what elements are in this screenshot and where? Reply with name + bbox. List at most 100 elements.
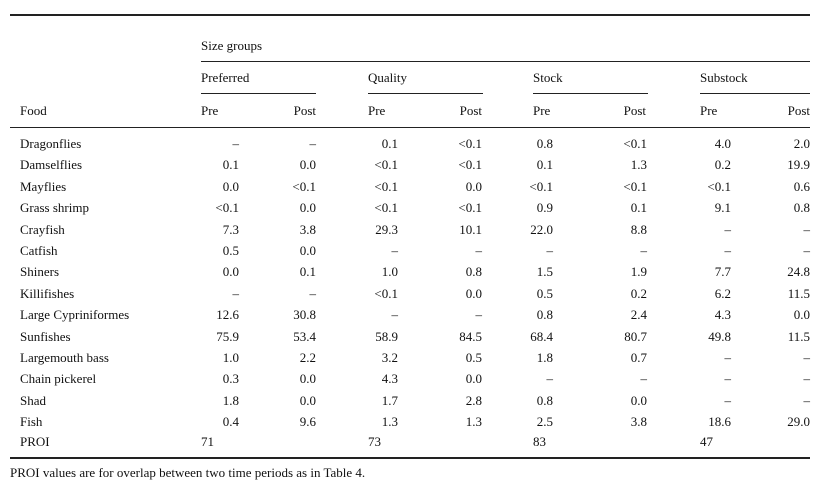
- table-cell: 0.0: [465, 286, 482, 301]
- table-cell: 0.5: [536, 286, 553, 301]
- header-bottom-rule: [10, 127, 810, 128]
- table-cell: 0.8: [465, 264, 482, 279]
- table-cell: 0.3: [222, 371, 239, 386]
- proi-value-substock: 47: [700, 434, 713, 449]
- table-cell: –: [803, 350, 811, 365]
- row-label: Chain pickerel: [20, 371, 97, 386]
- row-label: Large Cypriniformes: [20, 307, 130, 322]
- table-cell: <0.1: [458, 200, 482, 215]
- table-cell: 0.8: [793, 200, 810, 215]
- table-cell: 8.8: [630, 222, 647, 237]
- table-cell: 0.1: [630, 200, 647, 215]
- table-cell: 4.3: [381, 371, 398, 386]
- table-cell: –: [724, 222, 732, 237]
- table-cell: 9.1: [714, 200, 731, 215]
- table-cell: 84.5: [459, 329, 482, 344]
- table-cell: 3.2: [381, 350, 398, 365]
- table-cell: 68.4: [530, 329, 553, 344]
- table-cell: <0.1: [215, 200, 239, 215]
- table-cell: 0.9: [536, 200, 553, 215]
- table-cell: <0.1: [374, 286, 398, 301]
- table-cell: 0.0: [465, 371, 482, 386]
- table-cell: 1.8: [536, 350, 553, 365]
- group-rule-substock: [700, 93, 810, 94]
- table-cell: 1.9: [630, 264, 647, 279]
- table-cell: –: [803, 393, 811, 408]
- table-cell: –: [475, 243, 483, 258]
- table-cell: 7.7: [714, 264, 731, 279]
- table-cell: –: [640, 371, 648, 386]
- table-cell: 18.6: [708, 414, 731, 429]
- row-label: Grass shrimp: [20, 200, 89, 215]
- top-rule: [10, 14, 810, 16]
- table-cell: 0.1: [381, 136, 398, 151]
- table-cell: 0.0: [299, 393, 316, 408]
- table-cell: 2.0: [793, 136, 810, 151]
- table-cell: –: [724, 350, 732, 365]
- table-cell: 1.8: [222, 393, 239, 408]
- table-cell: –: [640, 243, 648, 258]
- size-groups-label: Size groups: [201, 38, 263, 53]
- table-cell: 80.7: [624, 329, 647, 344]
- table-cell: 3.8: [630, 414, 647, 429]
- table-cell: <0.1: [374, 200, 398, 215]
- sub-header-preferred-post: Post: [293, 103, 316, 118]
- table-cell: 1.3: [381, 414, 398, 429]
- table-cell: 0.2: [630, 286, 647, 301]
- sub-header-stock-pre: Pre: [533, 103, 551, 118]
- row-label: Shiners: [20, 264, 59, 279]
- table-cell: –: [803, 371, 811, 386]
- sub-header-substock-pre: Pre: [700, 103, 718, 118]
- table-cell: <0.1: [292, 179, 316, 194]
- table-cell: 2.5: [536, 414, 553, 429]
- table-cell: –: [546, 243, 554, 258]
- group-header-stock: Stock: [533, 70, 563, 85]
- table-cell: 0.0: [630, 393, 647, 408]
- table-cell: <0.1: [374, 179, 398, 194]
- table-cell: –: [309, 136, 317, 151]
- table-cell: –: [803, 243, 811, 258]
- table-cell: 9.6: [299, 414, 316, 429]
- proi-value-preferred: 71: [201, 434, 214, 449]
- table-footnote: PROI values are for overlap between two …: [10, 465, 366, 480]
- table-cell: 1.5: [536, 264, 553, 279]
- table-cell: <0.1: [374, 157, 398, 172]
- size-groups-rule: [201, 61, 810, 62]
- table-cell: 0.0: [793, 307, 810, 322]
- row-label: Fish: [20, 414, 43, 429]
- table-cell: <0.1: [623, 136, 647, 151]
- table-cell: <0.1: [529, 179, 553, 194]
- group-rule-quality: [368, 93, 483, 94]
- table-cell: 49.8: [708, 329, 731, 344]
- food-column-header: Food: [20, 103, 47, 118]
- row-label: Mayflies: [20, 179, 67, 194]
- table-cell: 0.5: [222, 243, 239, 258]
- table-cell: 0.8: [536, 393, 553, 408]
- table-cell: <0.1: [623, 179, 647, 194]
- table-cell: 1.3: [630, 157, 647, 172]
- table-cell: <0.1: [707, 179, 731, 194]
- sub-header-stock-post: Post: [623, 103, 646, 118]
- table-cell: 6.2: [714, 286, 731, 301]
- group-header-substock: Substock: [700, 70, 748, 85]
- table-cell: –: [232, 136, 240, 151]
- sub-header-quality-pre: Pre: [368, 103, 386, 118]
- table-cell: –: [724, 371, 732, 386]
- table-cell: –: [724, 393, 732, 408]
- table-cell: 29.3: [375, 222, 398, 237]
- row-label: Sunfishes: [20, 329, 71, 344]
- group-rule-preferred: [201, 93, 316, 94]
- table-cell: –: [475, 307, 483, 322]
- table-cell: 1.0: [222, 350, 239, 365]
- table-cell: 0.1: [536, 157, 553, 172]
- table-cell: 0.1: [299, 264, 316, 279]
- table-cell: 75.9: [216, 329, 239, 344]
- table-cell: 2.8: [465, 393, 482, 408]
- table-cell: 24.8: [787, 264, 810, 279]
- table-cell: 11.5: [787, 286, 810, 301]
- table-cell: –: [309, 286, 317, 301]
- table-cell: 1.3: [465, 414, 482, 429]
- table-cell: 30.8: [293, 307, 316, 322]
- table-cell: 0.1: [222, 157, 239, 172]
